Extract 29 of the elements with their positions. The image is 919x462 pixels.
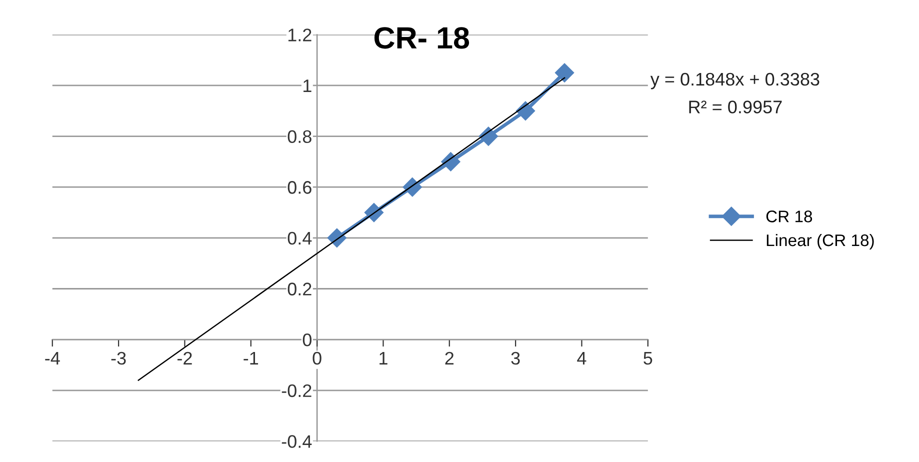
x-tick-label: -4 [45,352,60,364]
x-tick-label: -3 [111,352,126,365]
y-tick-label: 0.4 [288,232,312,245]
y-tick-label: 1 [304,80,312,92]
x-tick-label: 5 [644,352,652,365]
legend-label: Linear (CR 18) [766,234,874,250]
y-tick-label: 0.2 [288,282,312,296]
point [516,101,536,120]
point [554,63,574,82]
x-tick-label: -1 [244,352,258,364]
y-tick-label: -0.4 [282,435,312,448]
chart-title: CR- 18 [374,27,470,49]
y-tick-label: 0.8 [288,130,312,144]
text: R² = 0.9957 [689,100,782,114]
x-tick-label: 0 [312,352,322,365]
y-tick-label: 1.2 [288,28,312,42]
legend-label: CR 18 [766,210,812,222]
x-tick-label: 2 [445,352,454,364]
x-tick-label: -2 [177,352,192,364]
point [327,228,346,248]
x-tick-label: 3 [511,352,520,365]
x-tick-label: 1 [380,352,388,364]
y-tick-label: 0.6 [288,181,312,194]
y-tick-label: -0.2 [282,384,312,398]
point [402,178,422,197]
point [478,126,498,146]
x-tick-label: 4 [577,352,586,364]
text: y = 0.1848x + 0.3383 [650,72,820,90]
y-tick-label: 0 [302,334,312,346]
